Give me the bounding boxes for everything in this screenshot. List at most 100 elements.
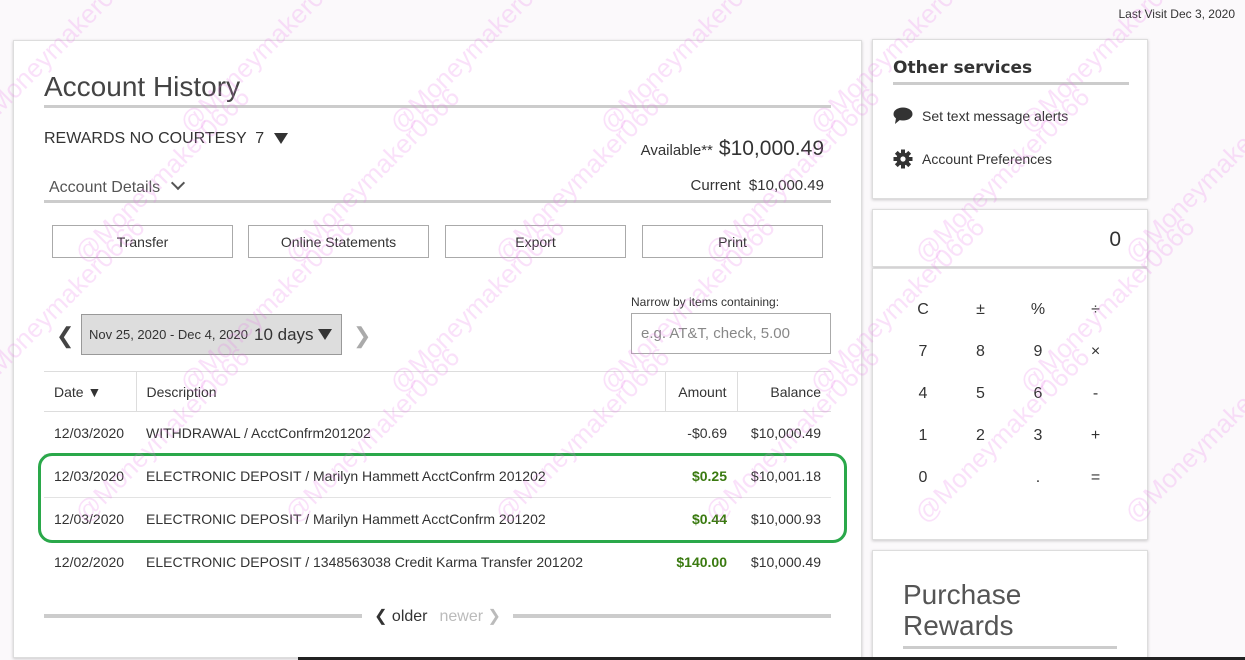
online-statements-button[interactable]: Online Statements	[248, 225, 429, 258]
calc-key[interactable]: .	[1035, 469, 1041, 486]
gear-icon	[893, 149, 913, 169]
calc-key[interactable]: 3	[1033, 427, 1043, 444]
account-name: REWARDS NO COURTESY 7	[44, 130, 265, 147]
calc-key[interactable]: 9	[1033, 343, 1043, 360]
calc-key[interactable]: ÷	[1091, 301, 1100, 318]
chevron-down-icon	[170, 175, 185, 191]
cell-amount: $0.44	[665, 497, 737, 541]
other-services-card: Other services Set text message alerts A…	[872, 39, 1148, 199]
date-range-select[interactable]: Nov 25, 2020 - Dec 4, 2020 10 days	[81, 314, 342, 355]
table-row[interactable]: 12/03/2020 ELECTRONIC DEPOSIT / Marilyn H…	[44, 454, 831, 498]
cell-balance: $10,000.49	[750, 554, 821, 571]
calc-key[interactable]: 7	[918, 343, 928, 360]
current-value: $10,000.49	[748, 177, 824, 194]
print-button[interactable]: Print	[642, 225, 823, 258]
text-alerts-link[interactable]: Set text message alerts	[893, 107, 1068, 125]
current-label: Current	[690, 177, 741, 194]
available-value: $10,000.49	[718, 137, 824, 160]
calc-key[interactable]: 6	[1033, 385, 1043, 402]
account-selector[interactable]: REWARDS NO COURTESY 7	[44, 130, 289, 148]
column-amount: Amount	[664, 371, 737, 412]
calc-key[interactable]: ×	[1090, 343, 1101, 360]
calculator-keypad: C ±% ÷ 7 8 9 × 4 5 6 - 1 2 3 +0. =	[872, 268, 1148, 540]
cell-balance: $10,000.93	[737, 497, 831, 541]
last-visit: Last Visit Dec 3, 2020	[1118, 7, 1235, 21]
table-row[interactable]: 12/02/2020 ELECTRONIC DEPOSIT / 134856303…	[44, 541, 831, 584]
caret-down-icon	[274, 133, 289, 145]
table-row[interactable]: 12/03/2020 WITHDRAWAL / AcctConfrm201202-…	[44, 411, 831, 455]
cell-balance: $10,001.18	[737, 454, 831, 498]
cell-amount: $140.00	[676, 554, 727, 571]
calc-key[interactable]: 5	[976, 385, 985, 402]
newer-link: newer ❯	[439, 608, 501, 625]
narrow-label: Narrow by items containing:	[631, 295, 780, 309]
divider	[893, 82, 1129, 85]
account-details-toggle[interactable]: Account Details	[49, 175, 185, 197]
table-row[interactable]: 12/03/2020 ELECTRONIC DEPOSIT / Marilyn H…	[44, 497, 831, 541]
calculator-value: 0	[1109, 228, 1121, 251]
calc-key[interactable]: 8	[976, 343, 985, 360]
account-history-panel: Account History REWARDS NO COURTESY 7 Av…	[13, 40, 862, 658]
rewards-title-line: Rewards	[903, 610, 1014, 641]
column-label: Date	[54, 383, 84, 400]
cell-balance: $10,000.49	[737, 411, 831, 455]
newer-label: newer	[439, 608, 484, 625]
next-range-icon[interactable]: ❯	[353, 323, 372, 348]
account-details-label: Account Details	[49, 179, 161, 196]
available-balance: Available** $10,000.49	[641, 137, 824, 161]
older-label: older	[391, 608, 428, 625]
cell-amount: -$0.69	[665, 411, 737, 455]
date-range: Nov 25, 2020 - Dec 4, 2020	[89, 327, 248, 342]
calc-key[interactable]: -	[1092, 385, 1099, 402]
column-balance: Balance	[736, 371, 831, 412]
calc-key[interactable]: +	[1090, 427, 1101, 444]
calc-key[interactable]: 2	[976, 427, 985, 444]
cell-description: ELECTRONIC DEPOSIT / 1348563038 Credit K…	[146, 554, 584, 571]
bottom-bar	[298, 657, 1245, 660]
calc-key[interactable]: %	[1030, 301, 1046, 318]
column-date[interactable]: Date ▼	[44, 371, 136, 412]
purchase-rewards-card: Purchase Rewards	[872, 550, 1148, 658]
calc-key[interactable]: 1	[918, 427, 928, 444]
filter-input[interactable]	[631, 313, 831, 354]
highlight-box	[38, 453, 847, 543]
sort-desc-icon: ▼	[87, 383, 102, 400]
rewards-title-line: Purchase	[903, 579, 1022, 610]
divider	[903, 646, 1117, 649]
older-link[interactable]: ❮ older	[374, 608, 428, 625]
calc-key[interactable]: ±	[976, 301, 985, 318]
previous-range-icon[interactable]: ❮	[56, 323, 75, 348]
current-balance: Current $10,000.49	[691, 177, 824, 194]
calc-key[interactable]: 4	[918, 385, 928, 402]
rewards-title: Purchase Rewards	[903, 579, 1021, 641]
divider	[512, 614, 831, 618]
cell-description: ELECTRONIC DEPOSIT / Marilyn Hammett Acc…	[136, 497, 665, 541]
calculator-display: 0	[872, 209, 1148, 267]
calc-key[interactable]: =	[1090, 469, 1101, 486]
divider	[44, 105, 831, 108]
cell-description: WITHDRAWAL / AcctConfrm201202	[136, 411, 665, 455]
pagination: ❮ older newer ❯	[44, 606, 831, 626]
transactions-table: Date ▼ Description Amount Balance 12/03/…	[44, 371, 831, 584]
speech-bubble-icon	[893, 107, 913, 124]
export-button[interactable]: Export	[445, 225, 626, 258]
services-title: Other services	[893, 58, 1033, 78]
calc-key[interactable]: 0	[918, 469, 928, 486]
link-label[interactable]: Account Preferences	[922, 151, 1052, 167]
cell-date: 12/03/2020	[44, 411, 136, 455]
range-days: 10 days	[254, 324, 314, 344]
divider	[44, 614, 363, 618]
transfer-button[interactable]: Transfer	[52, 225, 233, 258]
page-title: Account History	[44, 71, 241, 102]
cell-amount: $0.25	[665, 454, 737, 498]
column-description: Description	[135, 371, 665, 412]
divider	[44, 200, 831, 203]
caret-down-icon	[317, 329, 332, 340]
cell-description: ELECTRONIC DEPOSIT / Marilyn Hammett Acc…	[136, 454, 665, 498]
cell-date: 12/02/2020	[54, 554, 125, 571]
link-label[interactable]: Set text message alerts	[922, 108, 1069, 124]
cell-date: 12/03/2020	[44, 454, 136, 498]
available-label: Available**	[640, 142, 713, 159]
account-preferences-link[interactable]: Account Preferences	[893, 149, 1052, 169]
calc-key[interactable]: C	[917, 301, 929, 318]
